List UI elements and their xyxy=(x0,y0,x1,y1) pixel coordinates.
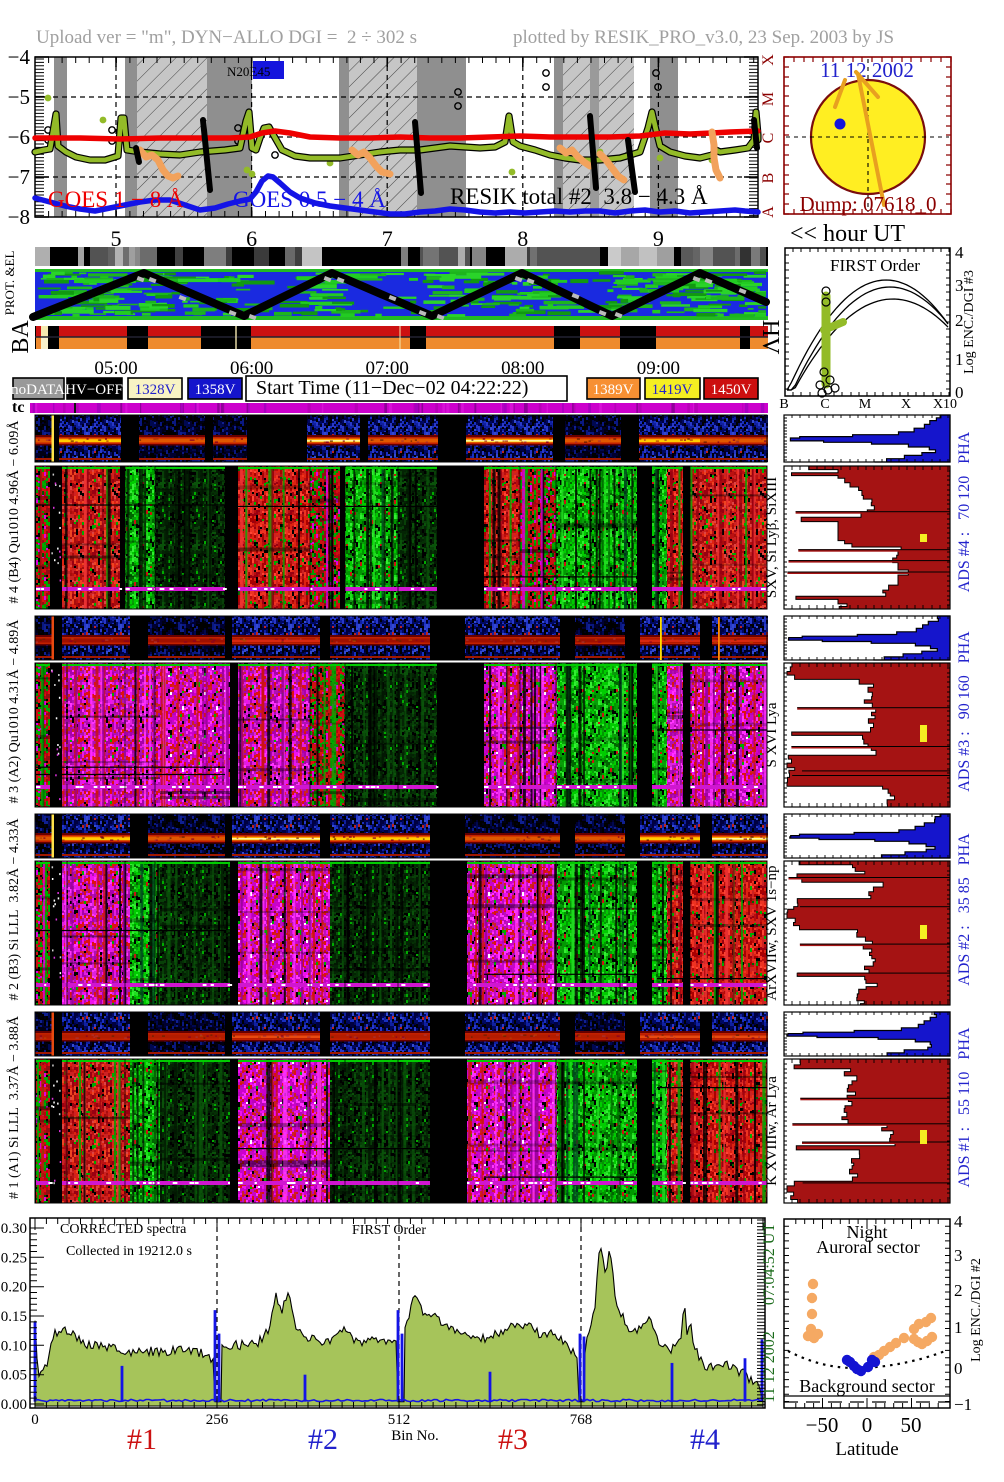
svg-text:C: C xyxy=(820,397,829,412)
svg-text:ArXVIIw, SXV 1s−np: ArXVIIw, SXV 1s−np xyxy=(764,865,780,1000)
svg-text:09:00: 09:00 xyxy=(637,358,680,379)
svg-text:# 3 (A2) Qu1010 4.31Å − 4.89Å: # 3 (A2) Qu1010 4.31Å − 4.89Å xyxy=(6,619,22,804)
svg-text:B: B xyxy=(760,173,777,184)
svg-text:M: M xyxy=(859,397,872,412)
svg-text:GOES 0.5 − 4 Å: GOES 0.5 − 4 Å xyxy=(233,187,386,212)
svg-text:SXV, Si Lyβ, SiXIII: SXV, Si Lyβ, SiXIII xyxy=(764,477,780,598)
svg-text:PROT. &EL: PROT. &EL xyxy=(2,251,17,316)
svg-text:# 2 (B3) Si LLL 3.82Å − 4.33Å: # 2 (B3) Si LLL 3.82Å − 4.33Å xyxy=(6,818,22,1001)
svg-text:<< hour UT: << hour UT xyxy=(790,221,905,247)
svg-text:X10: X10 xyxy=(933,397,957,412)
svg-text:tc: tc xyxy=(12,399,24,416)
svg-text:X: X xyxy=(901,397,911,412)
svg-text:S XVI Lya: S XVI Lya xyxy=(764,702,780,767)
svg-text:B: B xyxy=(779,397,788,412)
svg-text:Log ENC./DGI #3: Log ENC./DGI #3 xyxy=(962,270,977,374)
svg-text:plotted by RESIK_PRO_v3.0, 23: plotted by RESIK_PRO_v3.0, 23 Sep. 2003 … xyxy=(513,27,894,48)
svg-text:X: X xyxy=(760,54,777,66)
svg-text:ADS #4 : 70 120 PHA: ADS #4 : 70 120 PHA xyxy=(956,431,973,592)
svg-text:1358V: 1358V xyxy=(195,382,236,398)
svg-text:Dump: 07618_0: Dump: 07618_0 xyxy=(799,192,936,216)
svg-text:noDATA: noDATA xyxy=(11,382,65,398)
svg-text:GOES 1 − 8 Å: GOES 1 − 8 Å xyxy=(48,187,184,212)
svg-text:1328V: 1328V xyxy=(135,382,176,398)
svg-text:ADS #3 : 90 160 PHA: ADS #3 : 90 160 PHA xyxy=(956,631,973,792)
svg-text:A: A xyxy=(760,206,777,218)
svg-text:1419V: 1419V xyxy=(652,382,693,398)
svg-text:1450V: 1450V xyxy=(711,382,752,398)
svg-text:−8: −8 xyxy=(8,205,30,229)
svg-text:M: M xyxy=(760,92,777,106)
svg-text:4: 4 xyxy=(955,243,964,262)
svg-text:Upload ver = "m", DYN−ALLO DGI: Upload ver = "m", DYN−ALLO DGI = 2 ÷ 302… xyxy=(36,27,417,48)
svg-text:−4: −4 xyxy=(8,45,31,69)
svg-text:HV−OFF: HV−OFF xyxy=(65,382,123,398)
svg-text:−6: −6 xyxy=(8,125,30,149)
svg-text:N20E45: N20E45 xyxy=(227,64,270,79)
svg-text:FIRST Order: FIRST Order xyxy=(830,256,920,275)
svg-text:C: C xyxy=(760,133,777,144)
svg-text:RESIK total #2 3.8 − 4.3 Å: RESIK total #2 3.8 − 4.3 Å xyxy=(450,184,708,209)
svg-text:−5: −5 xyxy=(8,85,30,109)
svg-text:BA: BA xyxy=(8,320,34,354)
svg-text:Start Time (11−Dec−02 04:22:22: Start Time (11−Dec−02 04:22:22) xyxy=(256,377,528,399)
svg-text:0: 0 xyxy=(955,383,964,402)
svg-text:05:00: 05:00 xyxy=(94,358,137,379)
svg-text:1389V: 1389V xyxy=(593,382,634,398)
svg-text:# 4 (B4) Qu1010 4.96Å − 6.09Å: # 4 (B4) Qu1010 4.96Å − 6.09Å xyxy=(6,420,22,604)
svg-text:11 12 2002: 11 12 2002 xyxy=(820,58,914,82)
svg-text:−7: −7 xyxy=(8,165,30,189)
svg-text:ADS #2 : 35 85 PHA: ADS #2 : 35 85 PHA xyxy=(956,833,973,986)
svg-text:HV: HV xyxy=(757,320,783,355)
